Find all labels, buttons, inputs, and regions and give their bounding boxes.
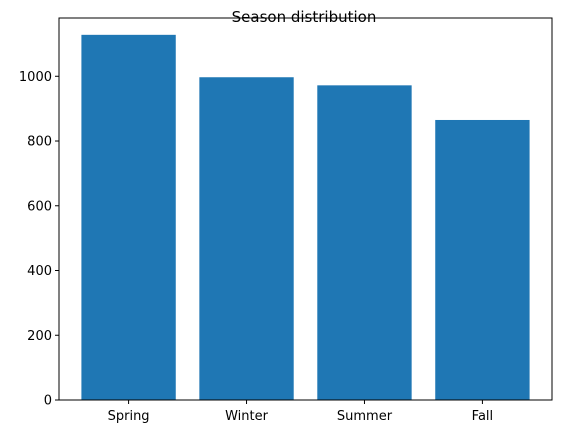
bar-winter: [199, 77, 294, 400]
x-tick-label-winter: Winter: [225, 409, 269, 424]
x-tick-label-fall: Fall: [472, 409, 493, 424]
bar-fall: [435, 119, 530, 400]
plot-frame: [58, 17, 553, 401]
bar-spring: [81, 34, 176, 401]
y-tick-label-1000: 1000: [19, 70, 52, 85]
x-tick-label-summer: Summer: [337, 409, 393, 424]
y-tick-label-0: 0: [44, 394, 52, 409]
y-tick-label-200: 200: [27, 329, 52, 344]
y-axis: 0 200 400 600 800 1000: [19, 70, 59, 409]
y-tick-label-400: 400: [27, 264, 52, 279]
bars-group: [81, 34, 530, 401]
bar-summer: [317, 85, 412, 400]
x-axis: Spring Winter Summer Fall: [108, 400, 493, 424]
y-tick-label-600: 600: [27, 199, 52, 214]
x-tick-label-spring: Spring: [108, 409, 150, 424]
y-tick-label-800: 800: [27, 135, 52, 150]
chart-title: Season distribution: [232, 8, 377, 26]
